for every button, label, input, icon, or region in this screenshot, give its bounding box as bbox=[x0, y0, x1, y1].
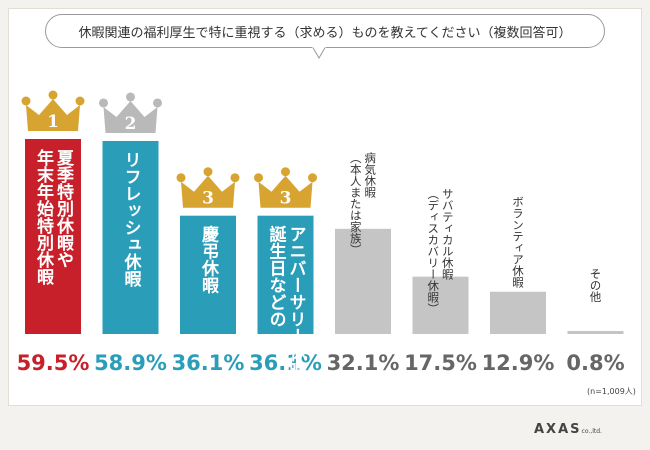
crown-rank-label: 3 bbox=[202, 189, 214, 209]
bar-5 bbox=[335, 228, 391, 334]
category-label-2: リフレッシュ休暇 bbox=[121, 151, 143, 288]
bar-6 bbox=[412, 276, 469, 334]
crown-rank-label: 3 bbox=[280, 189, 292, 209]
value-label-8: 0.8% bbox=[566, 351, 624, 375]
category-label-4: アニバーサリー休暇 bbox=[286, 226, 308, 380]
category-label-3: 慶弔休暇 bbox=[198, 225, 220, 295]
crown-rank-label: 2 bbox=[125, 114, 137, 134]
bar-8 bbox=[567, 331, 624, 334]
category-label-1: 夏季特別休暇や bbox=[53, 149, 75, 268]
value-label-5: 32.1% bbox=[327, 351, 400, 375]
value-label-2: 58.9% bbox=[94, 351, 167, 375]
category-label-6: サバティカル休暇 bbox=[441, 188, 455, 281]
bar-7 bbox=[490, 291, 546, 334]
category-label-1: 年末年始特別休暇 bbox=[33, 148, 55, 286]
value-label-4: 36.1% bbox=[249, 351, 322, 375]
category-label-4: 誕生日などの bbox=[266, 225, 287, 328]
bar-2 bbox=[102, 140, 159, 334]
sample-size-note: (n=1,009人) bbox=[587, 387, 636, 396]
company-logo: AXASco.,ltd. bbox=[534, 422, 602, 437]
crown-icon-4: 3 bbox=[254, 167, 317, 209]
crown-icon-2: 2 bbox=[99, 92, 162, 134]
crown-icon-3: 3 bbox=[176, 167, 240, 209]
bar-1 bbox=[25, 139, 81, 334]
category-label-7: ボランティア休暇 bbox=[511, 196, 525, 289]
category-label-5: （本人または家族） bbox=[349, 152, 363, 256]
category-label-6: （ディスカバリー休暇） bbox=[426, 188, 440, 315]
speech-tail-icon bbox=[312, 46, 326, 59]
crown-rank-label: 1 bbox=[47, 112, 59, 132]
bar-4 bbox=[257, 215, 314, 334]
value-label-3: 36.1% bbox=[172, 351, 245, 375]
value-label-7: 12.9% bbox=[482, 351, 555, 375]
value-label-6: 17.5% bbox=[404, 351, 477, 375]
bar-3 bbox=[180, 215, 236, 334]
crown-icon-1: 1 bbox=[21, 90, 85, 132]
category-label-5: 病気休暇 bbox=[363, 151, 377, 199]
chart-title: 休暇関連の福利厚生で特に重視する（求める）ものを教えてください（複数回答可） bbox=[45, 14, 605, 48]
value-label-1: 59.5% bbox=[17, 351, 90, 375]
category-label-8: その他 bbox=[589, 268, 603, 303]
